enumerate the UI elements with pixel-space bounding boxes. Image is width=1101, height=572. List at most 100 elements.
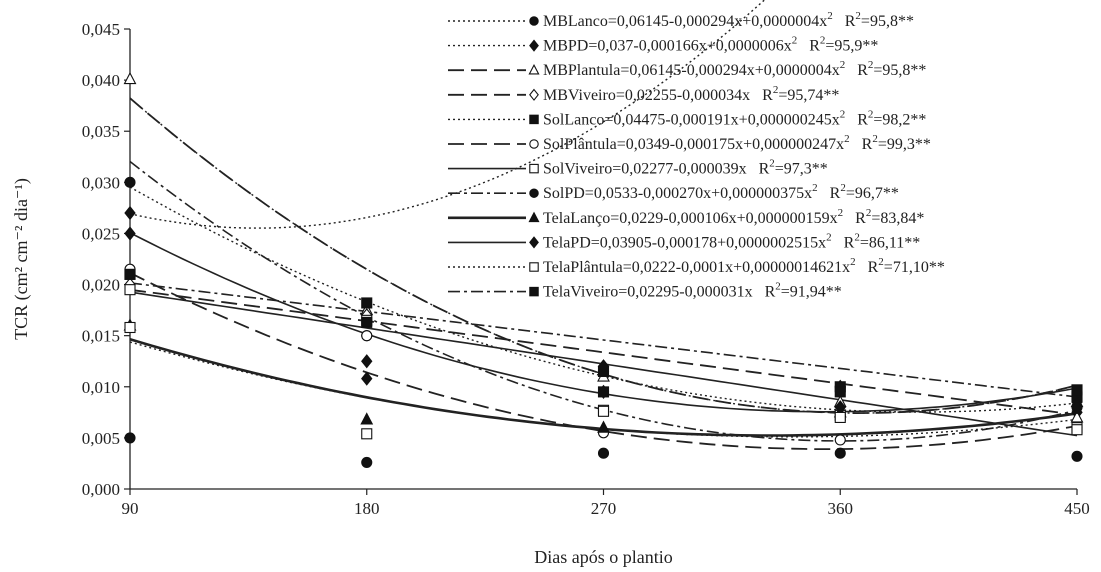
legend-r2: R2=91,94** — [765, 281, 842, 301]
legend-r-value: =83,84* — [871, 210, 924, 227]
fit-curve-telaviveiro — [129, 282, 1078, 398]
legend-marker — [529, 114, 539, 125]
legend-r-value: =86,11** — [860, 234, 920, 251]
legend-label: TelaPD=0,03905-0,000178+0,0000002515x2 R2… — [543, 231, 920, 251]
legend-label: MBPD=0,037-0,000166x+0,0000006x2 R2=95,9*… — [543, 35, 878, 55]
legend-marker — [529, 88, 539, 101]
legend-r-exponent: 2 — [878, 256, 884, 268]
fit-curve-solplântula — [129, 271, 1078, 450]
legend-r-value: =95,8** — [861, 13, 914, 30]
point-telapd-90 — [124, 226, 136, 241]
legend-label: MBPlantula=0,06145-0,000294x+0,0000004x2… — [543, 59, 926, 79]
y-tick-label: 0,030 — [82, 173, 120, 192]
legend-label: SolLanco=0,04475-0,000191x+0,000000245x2… — [543, 108, 926, 128]
legend-r-exponent: 2 — [868, 59, 874, 71]
data-points — [123, 71, 1084, 468]
legend-marker — [529, 139, 539, 149]
x-tick-label: 90 — [122, 499, 139, 518]
legend-r-exponent: 2 — [854, 231, 860, 243]
legend-exponent: 2 — [840, 59, 846, 71]
legend-r2: R2=95,8** — [845, 10, 914, 30]
legend-item: MBViveiro=0,02255-0,000034x R2=95,74** — [448, 84, 839, 104]
x-ticks: 90 180 270 360 450 — [122, 489, 1090, 518]
legend-equation: SolPlântula=0,0349-0,000175x+0,000000247… — [543, 136, 844, 153]
legend-r-exponent: 2 — [773, 84, 779, 96]
legend-exponent: 2 — [792, 35, 798, 47]
legend-item: MBLanco=0,06145-0,000294x+0,0000004x2 R2=… — [448, 10, 914, 30]
point-telaplântula-90 — [124, 321, 136, 334]
point-telaviveiro-90 — [124, 268, 136, 280]
legend-r-value: =91,94** — [781, 284, 842, 301]
point-solviveiro-90 — [124, 284, 136, 296]
legend-exponent: 2 — [844, 133, 850, 145]
point-solpd-360 — [834, 447, 846, 459]
legend-exponent: 2 — [838, 207, 844, 219]
legend-marker — [528, 211, 540, 223]
legend-item: SolPlântula=0,0349-0,000175x+0,000000247… — [448, 133, 931, 153]
legend-marker — [529, 188, 539, 198]
legend-r-value: =98,2** — [873, 111, 926, 128]
point-telalanço-270 — [597, 420, 610, 433]
legend-item: SolViveiro=0,02277-0,000039x R2=97,3** — [448, 158, 828, 178]
point-mbplantula-90 — [123, 71, 137, 85]
x-tick-label: 180 — [354, 499, 380, 518]
legend-item: TelaLanço=0,0229-0,000106x+0,000000159x2… — [448, 207, 924, 227]
legend-r2: R2=95,8** — [857, 59, 926, 79]
legend-r-symbol: R — [855, 210, 866, 227]
legend-r-value: =99,3** — [878, 136, 931, 153]
fit-curve-mbviveiro — [129, 288, 1078, 416]
point-solplântula-360 — [834, 434, 846, 446]
x-axis-title: Dias após o plantio — [534, 547, 672, 567]
legend-r2: R2=98,2** — [857, 108, 926, 128]
legend-equation: TelaPD=0,03905-0,000178+0,0000002515x — [543, 234, 826, 251]
point-telaviveiro-360 — [834, 386, 846, 398]
legend-equation: MBPD=0,037-0,000166x+0,0000006x — [543, 38, 792, 55]
x-tick-label: 270 — [591, 499, 617, 518]
legend-r-symbol: R — [759, 161, 770, 178]
fit-curve-mbpd — [129, 0, 766, 229]
point-telaplântula-450 — [1071, 424, 1083, 436]
legend-r-symbol: R — [845, 13, 856, 30]
y-axis-title: TCR (cm² cm⁻² dia⁻¹) — [11, 178, 32, 340]
legend-label: SolViveiro=0,02277-0,000039x R2=97,3** — [543, 158, 828, 178]
point-solpd-270 — [597, 447, 610, 459]
legend-label: SolPD=0,0533-0,000270x+0,000000375x2 R2=9… — [543, 182, 899, 202]
point-telapd-450 — [1071, 400, 1083, 415]
y-tick-label: 0,005 — [82, 429, 120, 448]
point-telalanço-180 — [360, 412, 374, 425]
legend-r-exponent: 2 — [855, 10, 861, 22]
legend-item: TelaViveiro=0,02295-0,000031x R2=91,94** — [448, 281, 842, 301]
legend-exponent: 2 — [850, 256, 856, 268]
legend-label: TelaViveiro=0,02295-0,000031x R2=91,94** — [543, 281, 842, 301]
legend-equation: TelaLanço=0,0229-0,000106x+0,000000159x — [543, 210, 838, 227]
legend-item: MBPD=0,037-0,000166x+0,0000006x2 R2=95,9*… — [448, 35, 878, 55]
legend-marker — [529, 236, 539, 249]
legend-r-value: =96,7** — [846, 185, 899, 202]
legend-r-value: =95,9** — [825, 38, 878, 55]
legend-r-value: =71,10** — [884, 259, 945, 276]
legend-r-exponent: 2 — [872, 133, 878, 145]
legend-label: TelaLanço=0,0229-0,000106x+0,000000159x2… — [543, 207, 924, 227]
point-solpd-450 — [1071, 450, 1083, 462]
point-mbplantula-450 — [1070, 410, 1084, 423]
legend-r2: R2=71,10** — [868, 256, 945, 276]
legend-item: TelaPD=0,03905-0,000178+0,0000002515x2 R2… — [448, 231, 920, 251]
y-tick-label: 0,025 — [82, 224, 120, 243]
y-tick-label: 0,010 — [82, 378, 120, 397]
y-tick-label: 0,045 — [82, 20, 120, 39]
legend-exponent: 2 — [812, 182, 818, 194]
legend-r-exponent: 2 — [769, 158, 775, 170]
legend-marker — [529, 286, 539, 297]
x-tick-label: 450 — [1064, 499, 1090, 518]
point-telaviveiro-180 — [361, 316, 373, 328]
legend-marker — [529, 262, 539, 272]
y-tick-label: 0,020 — [82, 276, 120, 295]
legend-r2: R2=99,3** — [862, 133, 931, 153]
point-solplântula-180 — [361, 330, 373, 342]
legend-r-symbol: R — [830, 185, 841, 202]
legend-item: SolLanco=0,04475-0,000191x+0,000000245x2… — [448, 108, 926, 128]
point-telaplântula-180 — [361, 428, 373, 440]
point-telaviveiro-270 — [597, 386, 610, 398]
legend-equation: MBViveiro=0,02255-0,000034x — [543, 87, 750, 104]
